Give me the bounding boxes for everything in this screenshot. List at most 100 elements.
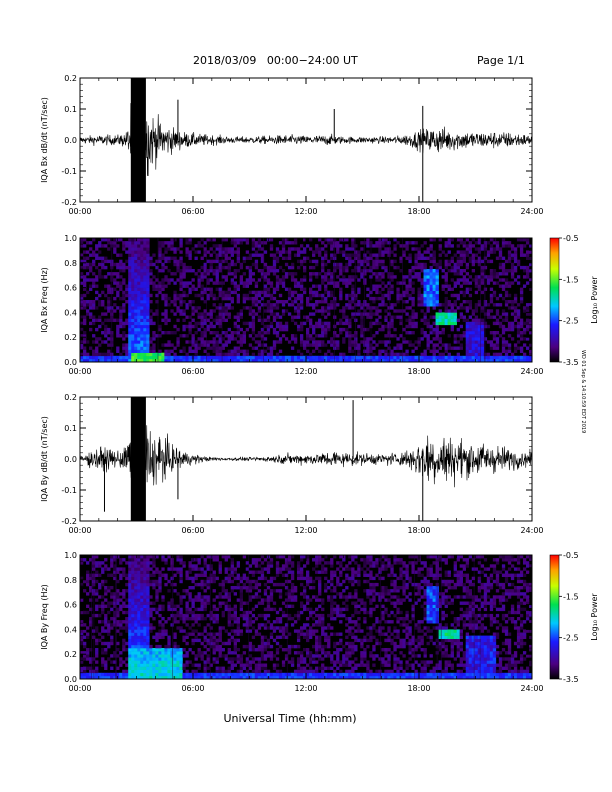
spectrogram-cell bbox=[128, 567, 132, 571]
spectrogram-cell bbox=[360, 272, 364, 276]
spectrogram-cell bbox=[197, 558, 201, 562]
spectrogram-cell bbox=[384, 293, 388, 298]
spectrogram-cell bbox=[251, 290, 256, 295]
y-axis-title: IQA By dB/dt (nT/sec) bbox=[40, 416, 49, 502]
spectrogram-cell bbox=[495, 244, 500, 248]
spectrogram-cell bbox=[281, 275, 286, 279]
spectrogram-cell bbox=[411, 275, 415, 279]
spectrogram-cell bbox=[516, 355, 521, 360]
spectrogram-cell bbox=[357, 358, 361, 363]
spectrogram-cell bbox=[417, 250, 421, 254]
spectrogram-cell bbox=[86, 626, 90, 630]
spectrogram-cell bbox=[230, 564, 234, 568]
spectrogram-cell bbox=[107, 296, 111, 301]
spectrogram-cell bbox=[420, 284, 424, 288]
spectrogram-cell bbox=[318, 287, 322, 291]
spectrogram-cell bbox=[170, 244, 174, 248]
spectrogram-cell bbox=[161, 253, 165, 257]
spectrogram-cell bbox=[233, 355, 237, 360]
spectrogram-cell bbox=[134, 315, 138, 319]
spectrogram-cell bbox=[110, 654, 114, 658]
spectrogram-cell bbox=[125, 318, 129, 322]
spectrogram-cell bbox=[357, 290, 361, 295]
spectrogram-cell bbox=[281, 300, 286, 304]
spectrogram-cell bbox=[251, 303, 256, 307]
spectrogram-cell bbox=[122, 644, 126, 649]
spectrogram-cell bbox=[233, 629, 237, 633]
spectrogram-cell bbox=[149, 613, 153, 618]
spectrogram-cell bbox=[525, 272, 530, 276]
spectrogram-cell bbox=[293, 300, 298, 304]
spectrogram-cell bbox=[119, 238, 123, 242]
spectrogram-cell bbox=[429, 278, 433, 282]
spectrogram-cell bbox=[113, 672, 117, 677]
spectrogram-cell bbox=[432, 327, 436, 332]
spectrogram-cell bbox=[441, 318, 445, 322]
spectrogram-cell bbox=[209, 635, 213, 639]
spectrogram-cell bbox=[486, 281, 491, 285]
spectrogram-cell bbox=[209, 321, 213, 326]
spectrogram-cell bbox=[327, 309, 331, 313]
spectrogram-cell bbox=[116, 349, 120, 353]
spectrogram-cell bbox=[146, 262, 150, 267]
spectrogram-cell bbox=[113, 613, 117, 618]
spectrogram-cell bbox=[152, 312, 156, 316]
spectrogram-cell bbox=[98, 632, 102, 636]
spectrogram-cell bbox=[101, 256, 105, 260]
spectrogram-cell bbox=[254, 293, 259, 298]
spectrogram-cell bbox=[287, 312, 292, 316]
spectrogram-cell bbox=[269, 293, 274, 298]
spectrogram-cell bbox=[420, 318, 424, 322]
spectrogram-cell bbox=[194, 321, 198, 326]
spectrogram-cell bbox=[80, 620, 84, 624]
spectrogram-cell bbox=[143, 555, 147, 559]
spectrogram-cell bbox=[423, 265, 427, 270]
spectrogram-cell bbox=[447, 352, 451, 357]
spectrogram-cell bbox=[321, 281, 325, 285]
spectrogram-cell bbox=[158, 334, 162, 338]
spectrogram-cell bbox=[327, 327, 331, 332]
spectrogram-cell bbox=[176, 651, 180, 655]
spectrogram-cell bbox=[170, 669, 174, 674]
spectrogram-cell bbox=[327, 340, 331, 344]
spectrogram-cell bbox=[140, 315, 144, 319]
spectrogram-cell bbox=[251, 238, 256, 242]
spectrogram-cell bbox=[155, 312, 159, 316]
spectrogram-cell bbox=[101, 660, 105, 664]
spectrogram-cell bbox=[215, 675, 219, 680]
spectrogram-cell bbox=[170, 648, 174, 652]
spectrogram-cell bbox=[206, 324, 210, 329]
spectrogram-cell bbox=[146, 555, 150, 559]
spectrogram-cell bbox=[218, 312, 222, 316]
spectrogram-cell bbox=[98, 620, 102, 624]
spectrogram-cell bbox=[218, 582, 222, 587]
spectrogram-cell bbox=[140, 598, 144, 602]
spectrogram-cell bbox=[107, 675, 111, 680]
spectrogram-cell bbox=[125, 358, 129, 363]
spectrogram-cell bbox=[504, 349, 509, 353]
spectrogram-cell bbox=[224, 259, 228, 264]
spectrogram-cell bbox=[284, 238, 289, 242]
spectrogram-cell bbox=[504, 327, 509, 332]
spectrogram-cell bbox=[296, 281, 301, 285]
spectrogram-cell bbox=[357, 259, 361, 264]
spectrogram-cell bbox=[92, 281, 96, 285]
spectrogram-cell bbox=[339, 352, 343, 357]
spectrogram-cell bbox=[137, 241, 141, 245]
spectrogram-cell bbox=[143, 340, 147, 344]
spectrogram-cell bbox=[465, 318, 470, 322]
spectrogram-cell bbox=[140, 278, 144, 282]
spectrogram-cell bbox=[257, 309, 262, 313]
spectrogram-cell bbox=[459, 238, 463, 242]
spectrogram-cell bbox=[245, 256, 250, 260]
spectrogram-cell bbox=[378, 278, 382, 282]
spectrogram-cell bbox=[402, 300, 406, 304]
spectrogram-cell bbox=[384, 352, 388, 357]
spectrogram-cell bbox=[245, 657, 250, 661]
spectrogram-cell bbox=[134, 349, 138, 353]
spectrogram-cell bbox=[233, 592, 237, 596]
spectrogram-cell bbox=[161, 595, 165, 599]
spectrogram-cell bbox=[86, 651, 90, 655]
spectrogram-cell bbox=[107, 358, 111, 363]
spectrogram-cell bbox=[155, 555, 159, 559]
